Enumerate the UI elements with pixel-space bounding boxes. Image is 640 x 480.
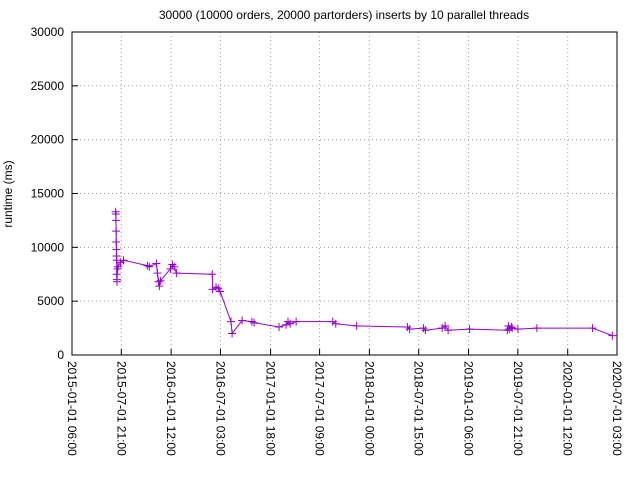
point-marker	[588, 324, 597, 333]
x-tick-label: 2018-01-01 00:00	[362, 361, 376, 456]
point-marker	[112, 256, 121, 265]
point-marker	[154, 277, 163, 286]
point-marker	[208, 270, 217, 279]
x-tick-label: 2020-07-01 03:00	[610, 361, 624, 456]
point-marker	[608, 331, 617, 340]
point-marker	[114, 262, 123, 271]
x-tick-label: 2020-01-01 12:00	[561, 361, 575, 456]
y-tick-label: 25000	[31, 79, 65, 93]
point-marker	[112, 237, 121, 246]
y-axis-label: runtime (ms)	[1, 160, 15, 227]
point-marker	[153, 269, 162, 278]
y-tick-label: 30000	[31, 25, 65, 39]
point-marker	[166, 264, 175, 273]
point-marker	[168, 260, 177, 269]
y-tick-label: 0	[57, 348, 64, 362]
point-marker	[111, 216, 120, 225]
y-tick-label: 5000	[37, 294, 64, 308]
point-marker	[286, 319, 295, 328]
point-marker	[444, 326, 453, 335]
point-marker	[155, 282, 164, 291]
y-tick-label: 15000	[31, 187, 65, 201]
x-tick-label: 2018-07-01 15:00	[412, 361, 426, 456]
point-marker	[112, 277, 121, 286]
point-marker	[226, 317, 235, 326]
point-marker	[421, 326, 430, 335]
x-tick-label: 2017-07-01 09:00	[313, 361, 327, 456]
point-marker	[419, 324, 428, 333]
point-marker	[465, 325, 474, 334]
point-marker	[112, 227, 121, 236]
point-marker	[292, 317, 301, 326]
point-marker	[282, 320, 291, 329]
point-marker	[508, 324, 517, 333]
y-tick-label: 10000	[31, 240, 65, 254]
point-marker	[513, 325, 522, 334]
point-marker	[152, 259, 161, 268]
point-marker	[441, 321, 450, 330]
point-marker	[532, 324, 541, 333]
x-tick-label: 2017-01-01 18:00	[264, 361, 278, 456]
chart-title: 30000 (10000 orders, 20000 partorders) i…	[159, 8, 529, 22]
point-marker	[503, 326, 512, 335]
point-marker	[331, 319, 340, 328]
point-marker	[247, 317, 256, 326]
x-tick-label: 2016-07-01 03:00	[213, 361, 227, 456]
point-marker	[250, 318, 259, 327]
x-tick-label: 2019-01-01 06:00	[462, 361, 476, 456]
x-tick-label: 2015-01-01 06:00	[65, 361, 79, 456]
point-marker	[145, 262, 154, 271]
point-marker	[352, 321, 361, 330]
point-marker	[119, 256, 128, 265]
x-tick-label: 2015-07-01 21:00	[114, 361, 128, 456]
point-marker	[113, 264, 122, 273]
point-marker	[275, 323, 284, 332]
point-marker	[403, 323, 412, 332]
point-marker	[156, 276, 165, 285]
point-marker	[238, 316, 247, 325]
y-tick-label: 20000	[31, 133, 65, 147]
point-marker	[507, 323, 516, 332]
series-line	[115, 211, 613, 337]
point-marker	[170, 262, 179, 271]
point-marker	[143, 261, 152, 270]
x-tick-label: 2019-07-01 21:00	[511, 361, 525, 456]
point-marker	[214, 284, 223, 293]
x-tick-label: 2016-01-01 12:00	[164, 361, 178, 456]
point-marker	[172, 269, 181, 278]
point-marker	[208, 285, 217, 294]
plot-border	[71, 31, 618, 356]
point-marker	[405, 325, 414, 334]
point-marker	[216, 287, 225, 296]
point-marker	[228, 329, 237, 338]
